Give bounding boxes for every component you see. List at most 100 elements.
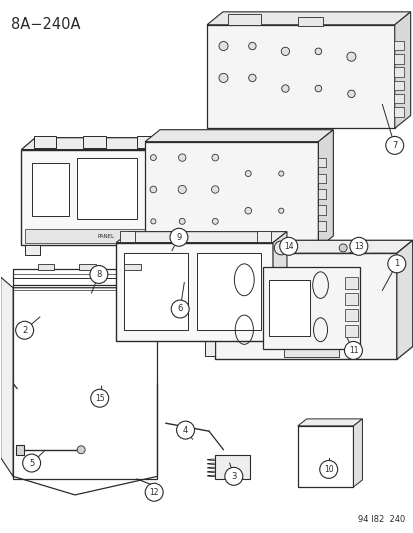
- Circle shape: [212, 219, 218, 224]
- Circle shape: [344, 342, 361, 359]
- Polygon shape: [206, 12, 410, 25]
- Circle shape: [244, 207, 251, 214]
- Bar: [196, 253, 260, 330]
- Bar: [124, 264, 141, 270]
- Circle shape: [178, 185, 186, 193]
- Bar: [145, 142, 318, 248]
- Circle shape: [170, 228, 188, 246]
- Text: PANEL: PANEL: [97, 234, 114, 239]
- Circle shape: [218, 42, 228, 51]
- Circle shape: [347, 90, 354, 98]
- Bar: [393, 67, 403, 77]
- Circle shape: [211, 186, 218, 193]
- Circle shape: [248, 74, 256, 82]
- Circle shape: [314, 85, 321, 92]
- Circle shape: [218, 74, 228, 83]
- Circle shape: [385, 136, 403, 155]
- Circle shape: [90, 389, 109, 407]
- Text: 3: 3: [230, 472, 236, 481]
- Circle shape: [171, 300, 189, 318]
- Circle shape: [349, 237, 367, 255]
- Bar: [77, 158, 137, 219]
- Bar: [393, 54, 403, 63]
- Circle shape: [248, 42, 256, 50]
- Bar: [297, 17, 322, 27]
- Bar: [393, 94, 403, 103]
- Bar: [21, 150, 190, 245]
- Bar: [25, 229, 186, 243]
- Circle shape: [178, 154, 185, 161]
- Text: 10: 10: [323, 465, 333, 474]
- Bar: [31, 163, 69, 216]
- Bar: [318, 174, 325, 183]
- Bar: [318, 205, 325, 215]
- Text: 8A−240A: 8A−240A: [11, 17, 80, 32]
- Circle shape: [90, 265, 108, 284]
- Bar: [344, 309, 357, 321]
- Bar: [204, 256, 215, 276]
- Bar: [17, 445, 24, 455]
- Bar: [344, 325, 357, 337]
- Bar: [393, 107, 403, 117]
- Text: 5: 5: [29, 458, 34, 467]
- Circle shape: [224, 467, 242, 486]
- Bar: [206, 25, 394, 128]
- Circle shape: [280, 47, 289, 55]
- Bar: [318, 158, 325, 167]
- Text: 94 I82  240: 94 I82 240: [357, 515, 404, 524]
- Circle shape: [150, 186, 157, 193]
- Circle shape: [338, 244, 347, 252]
- Circle shape: [23, 454, 40, 472]
- Polygon shape: [21, 138, 204, 150]
- Bar: [318, 221, 325, 231]
- Polygon shape: [116, 232, 286, 243]
- Bar: [344, 293, 357, 305]
- Text: 7: 7: [391, 141, 396, 150]
- Bar: [204, 296, 215, 316]
- Polygon shape: [272, 232, 286, 341]
- Polygon shape: [190, 138, 204, 245]
- Text: 1: 1: [393, 260, 399, 268]
- Circle shape: [387, 255, 405, 273]
- Bar: [268, 280, 309, 336]
- Circle shape: [150, 155, 156, 160]
- Bar: [116, 243, 272, 341]
- Circle shape: [16, 321, 33, 339]
- Circle shape: [346, 52, 355, 61]
- Polygon shape: [297, 419, 361, 426]
- Circle shape: [274, 241, 287, 255]
- Text: 15: 15: [95, 394, 104, 403]
- Bar: [145, 163, 182, 216]
- Bar: [173, 245, 188, 255]
- Bar: [120, 231, 135, 241]
- Circle shape: [278, 208, 283, 213]
- Polygon shape: [394, 12, 410, 128]
- Circle shape: [151, 488, 159, 496]
- Bar: [284, 328, 338, 357]
- Circle shape: [176, 421, 194, 439]
- Text: 13: 13: [353, 242, 363, 251]
- Bar: [33, 136, 56, 148]
- Text: 4: 4: [183, 426, 188, 434]
- Circle shape: [244, 171, 251, 176]
- Bar: [393, 41, 403, 50]
- Circle shape: [145, 483, 163, 501]
- Bar: [393, 80, 403, 90]
- Polygon shape: [318, 130, 332, 248]
- Text: 11: 11: [348, 346, 357, 355]
- Bar: [38, 264, 54, 270]
- Circle shape: [179, 219, 185, 224]
- Bar: [256, 231, 270, 241]
- Text: 9: 9: [176, 233, 181, 242]
- Bar: [25, 245, 40, 255]
- Text: 14: 14: [283, 242, 293, 251]
- Text: 12: 12: [149, 488, 159, 497]
- Bar: [79, 264, 95, 270]
- Bar: [83, 136, 106, 148]
- Circle shape: [314, 48, 321, 55]
- Circle shape: [281, 85, 288, 92]
- Circle shape: [211, 154, 218, 161]
- Bar: [318, 189, 325, 199]
- Polygon shape: [353, 419, 361, 487]
- Polygon shape: [145, 130, 332, 142]
